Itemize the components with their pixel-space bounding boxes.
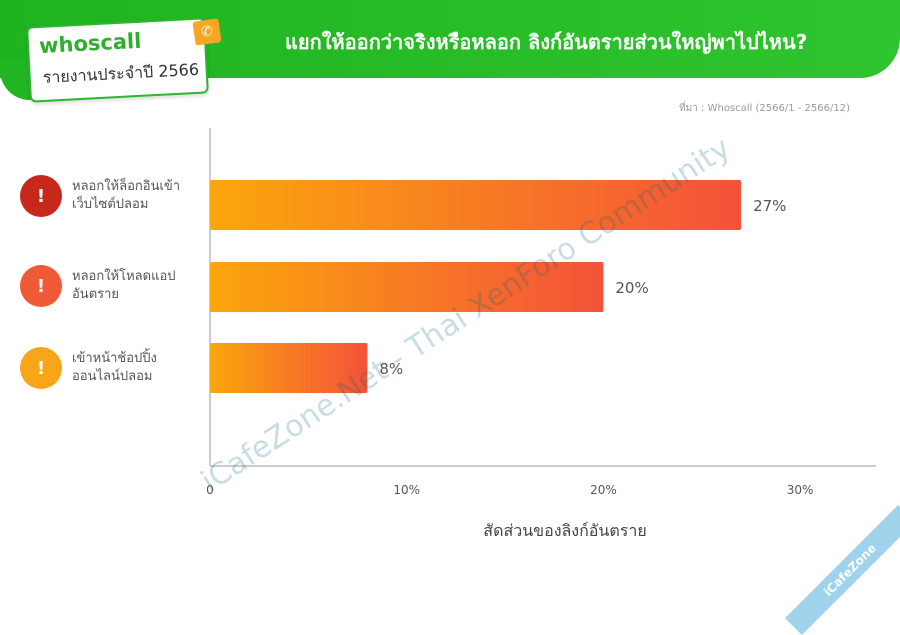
x-axis-label: สัดส่วนของลิงก์อันตราย: [483, 521, 646, 540]
category-1: ! หลอกให้ล็อกอินเข้าเว็บไซต์ปลอม: [20, 175, 202, 217]
dangerous-app-download-icon: !: [20, 265, 62, 307]
bar: [210, 180, 742, 230]
fake-shop-alert-icon: !: [20, 347, 62, 389]
data-label: 20%: [615, 279, 648, 297]
bar-chart: 27% 20% 8% 0 10% 20% 30% สัดส่วนของลิงก์อันตราย: [206, 128, 876, 540]
category-label: หลอกให้โหลดแอปอันตราย: [72, 269, 176, 302]
x-tick-label: 10%: [393, 483, 420, 497]
x-tick-label: 0: [206, 483, 214, 497]
x-tick-label: 30%: [787, 483, 814, 497]
bar: [210, 343, 368, 393]
data-label: 8%: [379, 360, 403, 378]
category-label: หลอกให้ล็อกอินเข้าเว็บไซต์ปลอม: [72, 179, 181, 212]
fake-website-alert-icon: !: [20, 175, 62, 217]
page-title: แยกให้ออกว่าจริงหรือหลอก ลิงก์อันตรายส่ว…: [285, 30, 808, 54]
x-tick-label: 20%: [590, 483, 617, 497]
source-note: ที่มา : Whoscall (2566/1 - 2566/12): [679, 103, 850, 114]
data-label: 27%: [753, 197, 786, 215]
category-label: เข้าหน้าช้อปปิ้งออนไลน์ปลอม: [72, 351, 157, 384]
category-2: ! หลอกให้โหลดแอปอันตราย: [20, 265, 202, 307]
bar: [210, 262, 604, 312]
category-3: ! เข้าหน้าช้อปปิ้งออนไลน์ปลอม: [20, 347, 202, 389]
